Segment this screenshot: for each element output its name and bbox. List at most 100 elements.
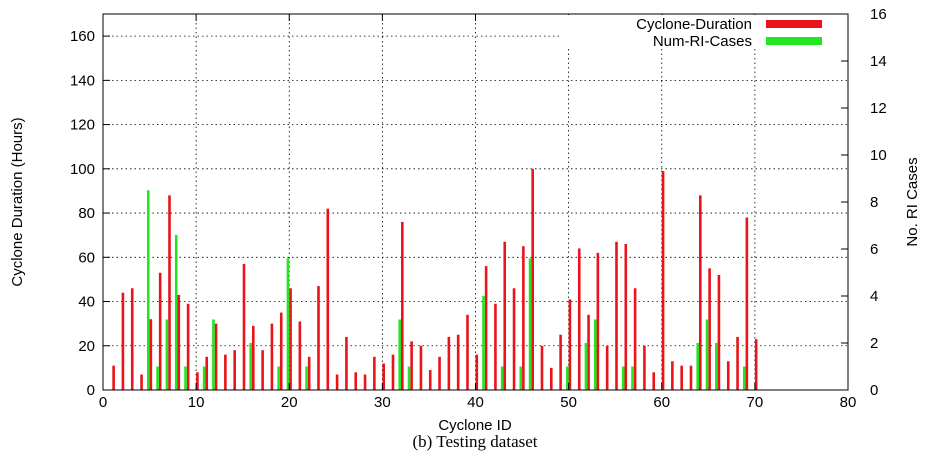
duration-bar — [196, 372, 199, 390]
duration-bar — [158, 272, 162, 390]
y2-tick-label: 0 — [870, 382, 878, 399]
ri-cases-bar — [696, 343, 699, 390]
ri-cases-bar — [277, 366, 280, 390]
duration-bar — [317, 286, 320, 390]
legend-swatch — [766, 20, 822, 28]
y-tick-label: 160 — [70, 28, 95, 45]
duration-bar — [689, 365, 693, 390]
duration-bar — [326, 208, 330, 390]
duration-bar — [726, 361, 730, 390]
y-tick-label: 20 — [78, 338, 95, 355]
duration-bar — [503, 241, 507, 390]
duration-bar — [605, 345, 609, 390]
y-tick-label: 140 — [70, 72, 95, 89]
duration-bar — [699, 195, 702, 390]
duration-bar — [484, 266, 488, 390]
duration-bar — [130, 288, 134, 390]
x-tick-label: 60 — [653, 394, 670, 411]
duration-bar — [708, 268, 711, 390]
duration-bar — [652, 372, 656, 390]
ri-cases-bar — [631, 366, 634, 390]
duration-bar — [186, 303, 190, 390]
duration-bar — [559, 334, 562, 390]
ri-cases-bar — [528, 258, 532, 390]
duration-bar — [615, 241, 618, 390]
ticks: 0 20 40 60 80 100 120 140 160 0 10 20 30 40 50 60 70 80 0 2… — [70, 6, 887, 411]
y-tick-label: 60 — [78, 249, 95, 266]
duration-bar — [494, 303, 497, 390]
duration-bar — [475, 354, 479, 390]
ri-cases-bar — [500, 366, 504, 390]
duration-bar — [754, 339, 758, 390]
duration-bar — [624, 244, 628, 390]
duration-bar — [261, 350, 264, 390]
y-tick-label: 80 — [78, 205, 95, 222]
duration-bar — [224, 354, 227, 390]
ri-cases-bar — [519, 366, 523, 390]
duration-bar — [279, 312, 283, 390]
y-tick-label: 40 — [78, 294, 95, 311]
y2-tick-label: 16 — [870, 6, 887, 23]
ri-cases-bar — [184, 366, 187, 390]
duration-bar — [531, 168, 534, 390]
chart-caption: (b) Testing dataset — [412, 432, 537, 451]
duration-bar — [671, 361, 674, 390]
duration-bar — [419, 345, 423, 390]
duration-bar — [382, 363, 385, 390]
duration-bar — [522, 246, 525, 390]
y-tick-label: 0 — [87, 382, 95, 399]
duration-bar — [205, 356, 209, 390]
duration-bar — [401, 221, 404, 390]
x-axis-title: Cyclone ID — [438, 417, 512, 434]
y2-axis-title: No. RI Cases — [904, 157, 921, 246]
ri-cases-bar — [165, 319, 169, 390]
duration-bar — [661, 171, 665, 390]
x-tick-label: 0 — [99, 394, 107, 411]
duration-bar — [512, 288, 516, 390]
duration-bar — [140, 374, 143, 390]
x-tick-label: 40 — [467, 394, 484, 411]
duration-bar — [596, 252, 600, 390]
duration-bar — [438, 356, 441, 390]
duration-bar — [717, 274, 721, 390]
duration-bar — [270, 323, 274, 390]
ri-cases-bar — [742, 366, 746, 390]
duration-bar — [568, 299, 572, 390]
x-tick-label: 10 — [188, 394, 205, 411]
duration-bar — [373, 356, 376, 390]
y-axis-title: Cyclone Duration (Hours) — [9, 117, 26, 286]
duration-bar — [354, 372, 358, 390]
x-tick-label: 70 — [747, 394, 764, 411]
ri-cases-bar — [202, 366, 206, 390]
duration-bar — [456, 334, 460, 390]
bars — [112, 168, 758, 390]
duration-bar — [633, 288, 637, 390]
duration-bar — [168, 195, 171, 390]
duration-bar — [121, 292, 125, 390]
y2-tick-label: 14 — [870, 53, 887, 70]
ri-cases-bar — [156, 366, 159, 390]
ri-cases-bar — [621, 366, 625, 390]
ri-cases-bar — [305, 366, 308, 390]
ri-cases-bar — [249, 343, 252, 390]
duration-bar — [242, 263, 246, 390]
ri-cases-bar — [174, 234, 178, 390]
y2-tick-label: 8 — [870, 194, 878, 211]
ri-cases-bar — [705, 319, 709, 390]
ri-cases-bar — [286, 258, 290, 390]
ri-cases-bar — [146, 190, 150, 390]
y-tick-label: 120 — [70, 117, 95, 134]
duration-bar — [363, 374, 367, 390]
duration-bar — [745, 217, 749, 390]
ri-cases-bar — [482, 296, 485, 390]
ri-cases-bar — [407, 366, 411, 390]
duration-bar — [345, 336, 348, 390]
x-tick-label: 50 — [560, 394, 577, 411]
duration-bar — [736, 336, 739, 390]
duration-bar — [112, 365, 115, 390]
ri-cases-bar — [715, 343, 718, 390]
duration-bar — [428, 370, 432, 390]
y2-tick-label: 12 — [870, 100, 887, 117]
